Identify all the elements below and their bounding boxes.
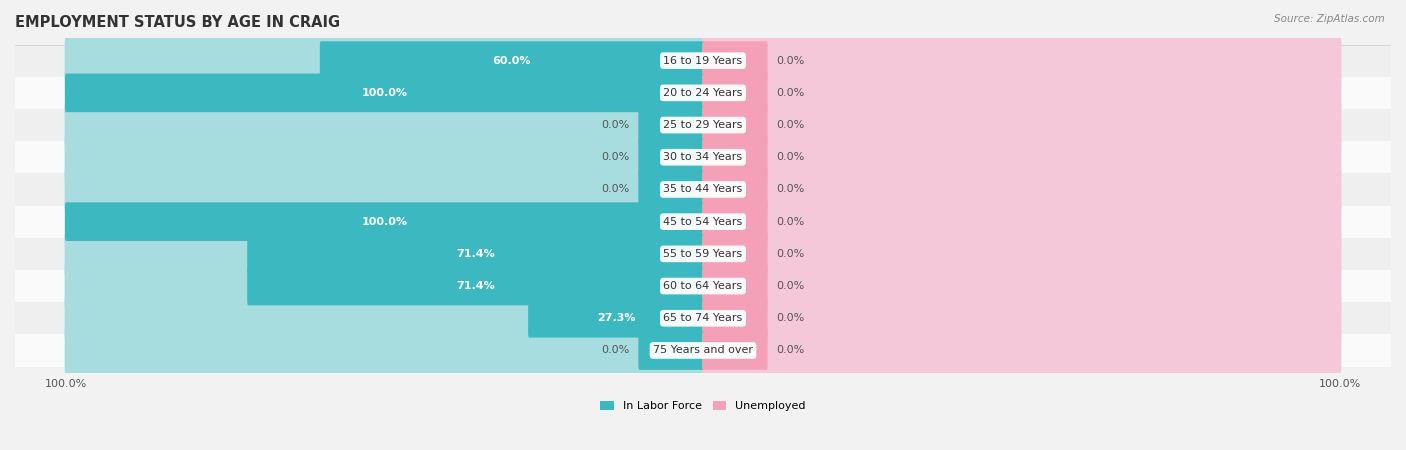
Text: 0.0%: 0.0% [602,184,630,194]
FancyBboxPatch shape [65,231,704,277]
Text: 45 to 54 Years: 45 to 54 Years [664,216,742,227]
FancyBboxPatch shape [247,234,704,273]
FancyBboxPatch shape [702,327,1341,374]
Text: 0.0%: 0.0% [776,88,804,98]
Bar [15,109,1391,141]
Text: 0.0%: 0.0% [776,346,804,356]
Text: EMPLOYMENT STATUS BY AGE IN CRAIG: EMPLOYMENT STATUS BY AGE IN CRAIG [15,15,340,30]
FancyBboxPatch shape [65,73,704,112]
FancyBboxPatch shape [529,299,704,338]
Text: 0.0%: 0.0% [776,216,804,227]
FancyBboxPatch shape [65,202,704,241]
FancyBboxPatch shape [702,70,1341,116]
FancyBboxPatch shape [702,106,768,144]
Text: 60.0%: 60.0% [492,56,531,66]
Text: 27.3%: 27.3% [596,313,636,323]
FancyBboxPatch shape [65,166,704,213]
FancyBboxPatch shape [638,331,704,370]
FancyBboxPatch shape [702,41,768,80]
FancyBboxPatch shape [65,37,704,84]
FancyBboxPatch shape [65,198,704,245]
FancyBboxPatch shape [702,299,768,338]
Text: 0.0%: 0.0% [602,152,630,162]
Bar [15,206,1391,238]
Text: 0.0%: 0.0% [776,313,804,323]
Bar [15,238,1391,270]
Bar [15,334,1391,367]
FancyBboxPatch shape [702,263,1341,309]
Text: 60 to 64 Years: 60 to 64 Years [664,281,742,291]
FancyBboxPatch shape [65,263,704,309]
Bar [15,77,1391,109]
Text: 71.4%: 71.4% [456,249,495,259]
FancyBboxPatch shape [65,70,704,116]
FancyBboxPatch shape [247,267,704,306]
Text: 0.0%: 0.0% [602,120,630,130]
FancyBboxPatch shape [65,102,704,148]
FancyBboxPatch shape [702,331,768,370]
FancyBboxPatch shape [702,295,1341,342]
Text: 100.0%: 100.0% [361,88,408,98]
Bar [15,141,1391,173]
FancyBboxPatch shape [702,37,1341,84]
FancyBboxPatch shape [702,267,768,306]
Text: 71.4%: 71.4% [456,281,495,291]
FancyBboxPatch shape [702,134,1341,180]
FancyBboxPatch shape [638,170,704,209]
Text: 0.0%: 0.0% [776,120,804,130]
FancyBboxPatch shape [65,295,704,342]
FancyBboxPatch shape [638,106,704,144]
Text: 35 to 44 Years: 35 to 44 Years [664,184,742,194]
Bar [15,270,1391,302]
Text: Source: ZipAtlas.com: Source: ZipAtlas.com [1274,14,1385,23]
Text: 20 to 24 Years: 20 to 24 Years [664,88,742,98]
Bar [15,302,1391,334]
FancyBboxPatch shape [702,138,768,176]
Text: 30 to 34 Years: 30 to 34 Years [664,152,742,162]
Text: 75 Years and over: 75 Years and over [652,346,754,356]
Bar [15,173,1391,206]
FancyBboxPatch shape [702,234,768,273]
Text: 16 to 19 Years: 16 to 19 Years [664,56,742,66]
FancyBboxPatch shape [65,134,704,180]
FancyBboxPatch shape [702,166,1341,213]
Text: 0.0%: 0.0% [776,249,804,259]
Text: 0.0%: 0.0% [602,346,630,356]
FancyBboxPatch shape [702,202,768,241]
Text: 55 to 59 Years: 55 to 59 Years [664,249,742,259]
FancyBboxPatch shape [65,327,704,374]
FancyBboxPatch shape [702,73,768,112]
FancyBboxPatch shape [702,231,1341,277]
Bar [15,45,1391,77]
FancyBboxPatch shape [702,102,1341,148]
Text: 0.0%: 0.0% [776,184,804,194]
FancyBboxPatch shape [702,170,768,209]
Text: 25 to 29 Years: 25 to 29 Years [664,120,742,130]
Text: 100.0%: 100.0% [361,216,408,227]
FancyBboxPatch shape [638,138,704,176]
Legend: In Labor Force, Unemployed: In Labor Force, Unemployed [600,400,806,411]
Text: 0.0%: 0.0% [776,281,804,291]
FancyBboxPatch shape [702,198,1341,245]
Text: 0.0%: 0.0% [776,152,804,162]
FancyBboxPatch shape [319,41,704,80]
Text: 65 to 74 Years: 65 to 74 Years [664,313,742,323]
Text: 0.0%: 0.0% [776,56,804,66]
